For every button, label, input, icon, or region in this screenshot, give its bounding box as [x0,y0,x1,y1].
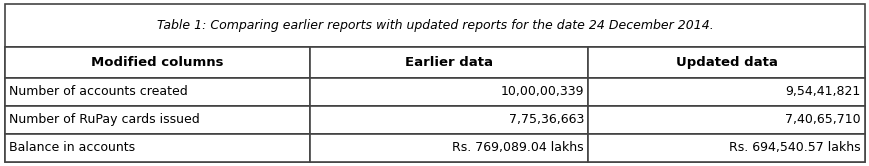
Bar [5,106,310,134]
Bar [310,47,587,78]
Bar [310,134,587,162]
Text: Balance in accounts: Balance in accounts [9,141,135,155]
Bar [310,78,587,106]
Bar [5,47,310,78]
Text: Number of RuPay cards issued: Number of RuPay cards issued [9,114,200,126]
Bar [5,106,864,134]
Text: Rs. 694,540.57 lakhs: Rs. 694,540.57 lakhs [728,141,860,155]
Bar [5,47,864,78]
Text: Updated data: Updated data [675,56,777,69]
Text: Earlier data: Earlier data [405,56,493,69]
Text: 9,54,41,821: 9,54,41,821 [785,85,860,98]
Bar [310,106,587,134]
Bar [587,78,864,106]
Text: Table 1: Comparing earlier reports with updated reports for the date 24 December: Table 1: Comparing earlier reports with … [156,19,713,32]
Bar [587,134,864,162]
Bar [5,4,864,47]
Text: Modified columns: Modified columns [91,56,223,69]
Bar [587,106,864,134]
Text: Rs. 769,089.04 lakhs: Rs. 769,089.04 lakhs [452,141,583,155]
Bar [587,47,864,78]
Text: 7,75,36,663: 7,75,36,663 [508,114,583,126]
Bar [5,78,864,106]
Text: Number of accounts created: Number of accounts created [9,85,188,98]
Text: 10,00,00,339: 10,00,00,339 [500,85,583,98]
Bar [5,134,310,162]
Text: 7,40,65,710: 7,40,65,710 [785,114,860,126]
Bar [5,134,864,162]
Bar [5,78,310,106]
